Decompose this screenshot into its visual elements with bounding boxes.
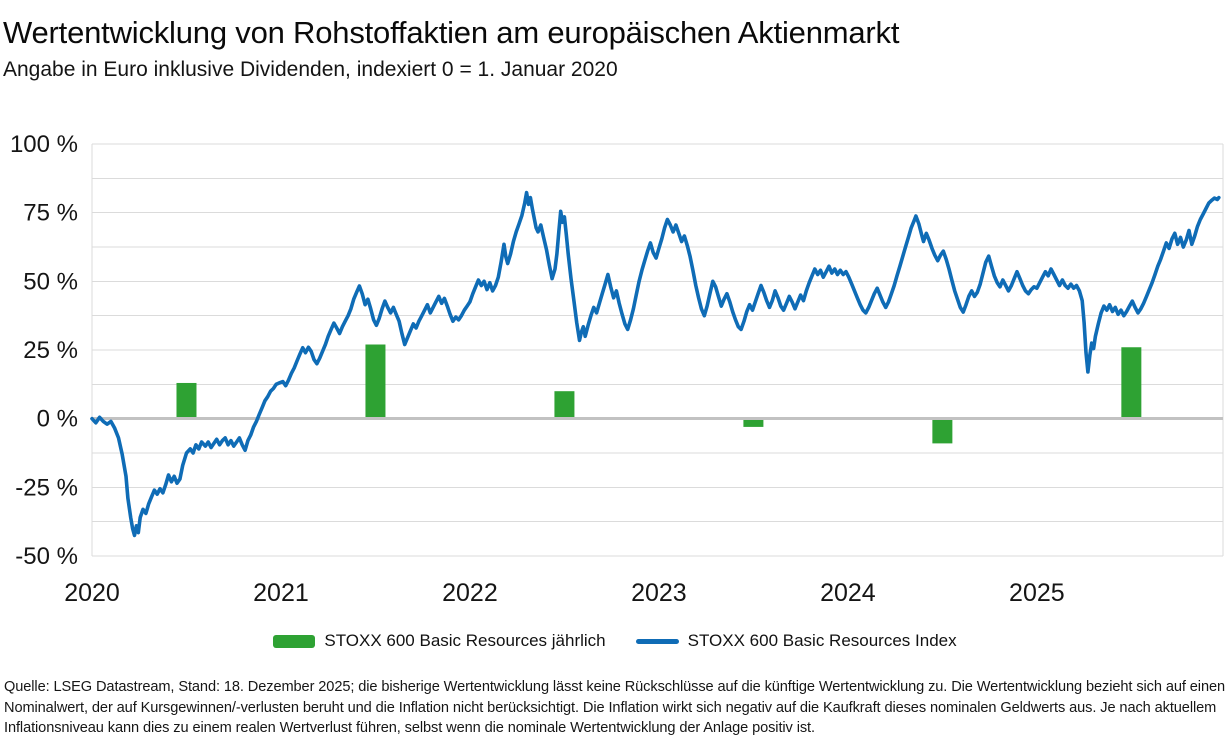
y-tick-label: -25 % <box>15 474 78 501</box>
x-tick-label: 2021 <box>253 579 309 607</box>
y-tick-label: 0 % <box>37 406 78 433</box>
page-title: Wertentwicklung von Rohstoffaktien am eu… <box>3 15 900 50</box>
x-tick-label: 2022 <box>442 579 498 607</box>
page-subtitle: Angabe in Euro inklusive Dividenden, ind… <box>3 58 618 81</box>
index-line <box>90 190 1221 538</box>
x-tick-label: 2024 <box>820 579 876 607</box>
y-tick-label: 75 % <box>23 200 78 227</box>
y-tick-label: -50 % <box>15 543 78 570</box>
annual-return-bar-2020 <box>176 382 197 419</box>
annual-return-bar-2021 <box>365 344 386 419</box>
x-tick-label: 2023 <box>631 579 687 607</box>
y-tick-label: 25 % <box>23 337 78 364</box>
y-tick-label: 100 % <box>10 131 78 158</box>
legend-item-line-series: STOXX 600 Basic Resources Index <box>635 631 957 651</box>
x-tick-label: 2025 <box>1009 579 1065 607</box>
chart-legend: STOXX 600 Basic Resources jährlich STOXX… <box>0 629 1230 653</box>
x-tick-label: 2020 <box>64 579 120 607</box>
annual-return-bar-2024 <box>932 418 953 444</box>
bar-series-swatch <box>273 634 316 648</box>
line-series-label: STOXX 600 Basic Resources Index <box>687 631 957 650</box>
legend-item-bar-series: STOXX 600 Basic Resources jährlich <box>273 631 606 651</box>
bar-series-label: STOXX 600 Basic Resources jährlich <box>324 631 606 650</box>
annual-return-bar-2025 <box>1121 347 1142 419</box>
annual-return-bar-2022 <box>554 391 575 419</box>
annual-return-bar-2023 <box>743 418 764 427</box>
source-footnote: Quelle: LSEG Datastream, Stand: 18. Deze… <box>4 679 1225 736</box>
y-tick-label: 50 % <box>23 268 78 295</box>
line-series-swatch <box>635 638 679 644</box>
